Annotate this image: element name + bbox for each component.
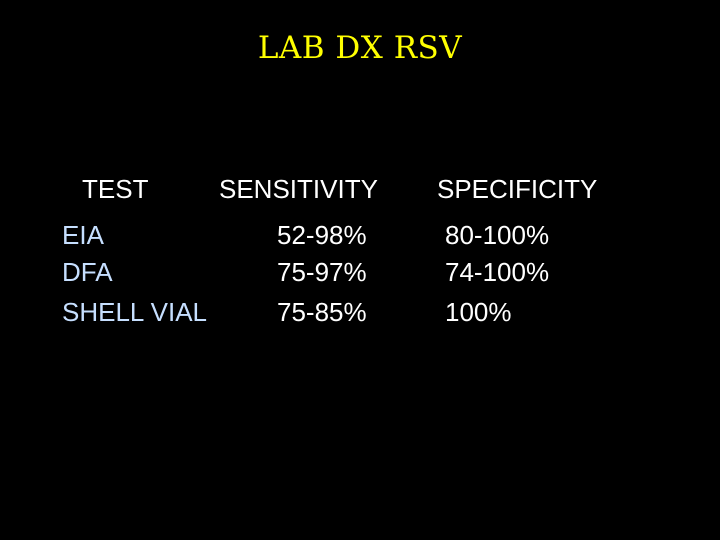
row-specificity: 100% <box>445 297 512 327</box>
row-test-name: EIA <box>62 220 104 250</box>
header-specificity: SPECIFICITY <box>437 174 598 204</box>
row-sensitivity: 75-85% <box>277 297 367 327</box>
row-test-name: DFA <box>62 257 113 287</box>
header-test: TEST <box>82 174 149 204</box>
slide-title: LAB DX RSV <box>257 30 463 66</box>
row-test-name: SHELL VIAL <box>62 297 208 327</box>
row-specificity: 74-100% <box>445 257 550 287</box>
header-sensitivity: SENSITIVITY <box>219 174 378 204</box>
row-sensitivity: 75-97% <box>277 257 367 287</box>
row-sensitivity: 52-98% <box>277 220 367 250</box>
row-specificity: 80-100% <box>445 220 550 250</box>
